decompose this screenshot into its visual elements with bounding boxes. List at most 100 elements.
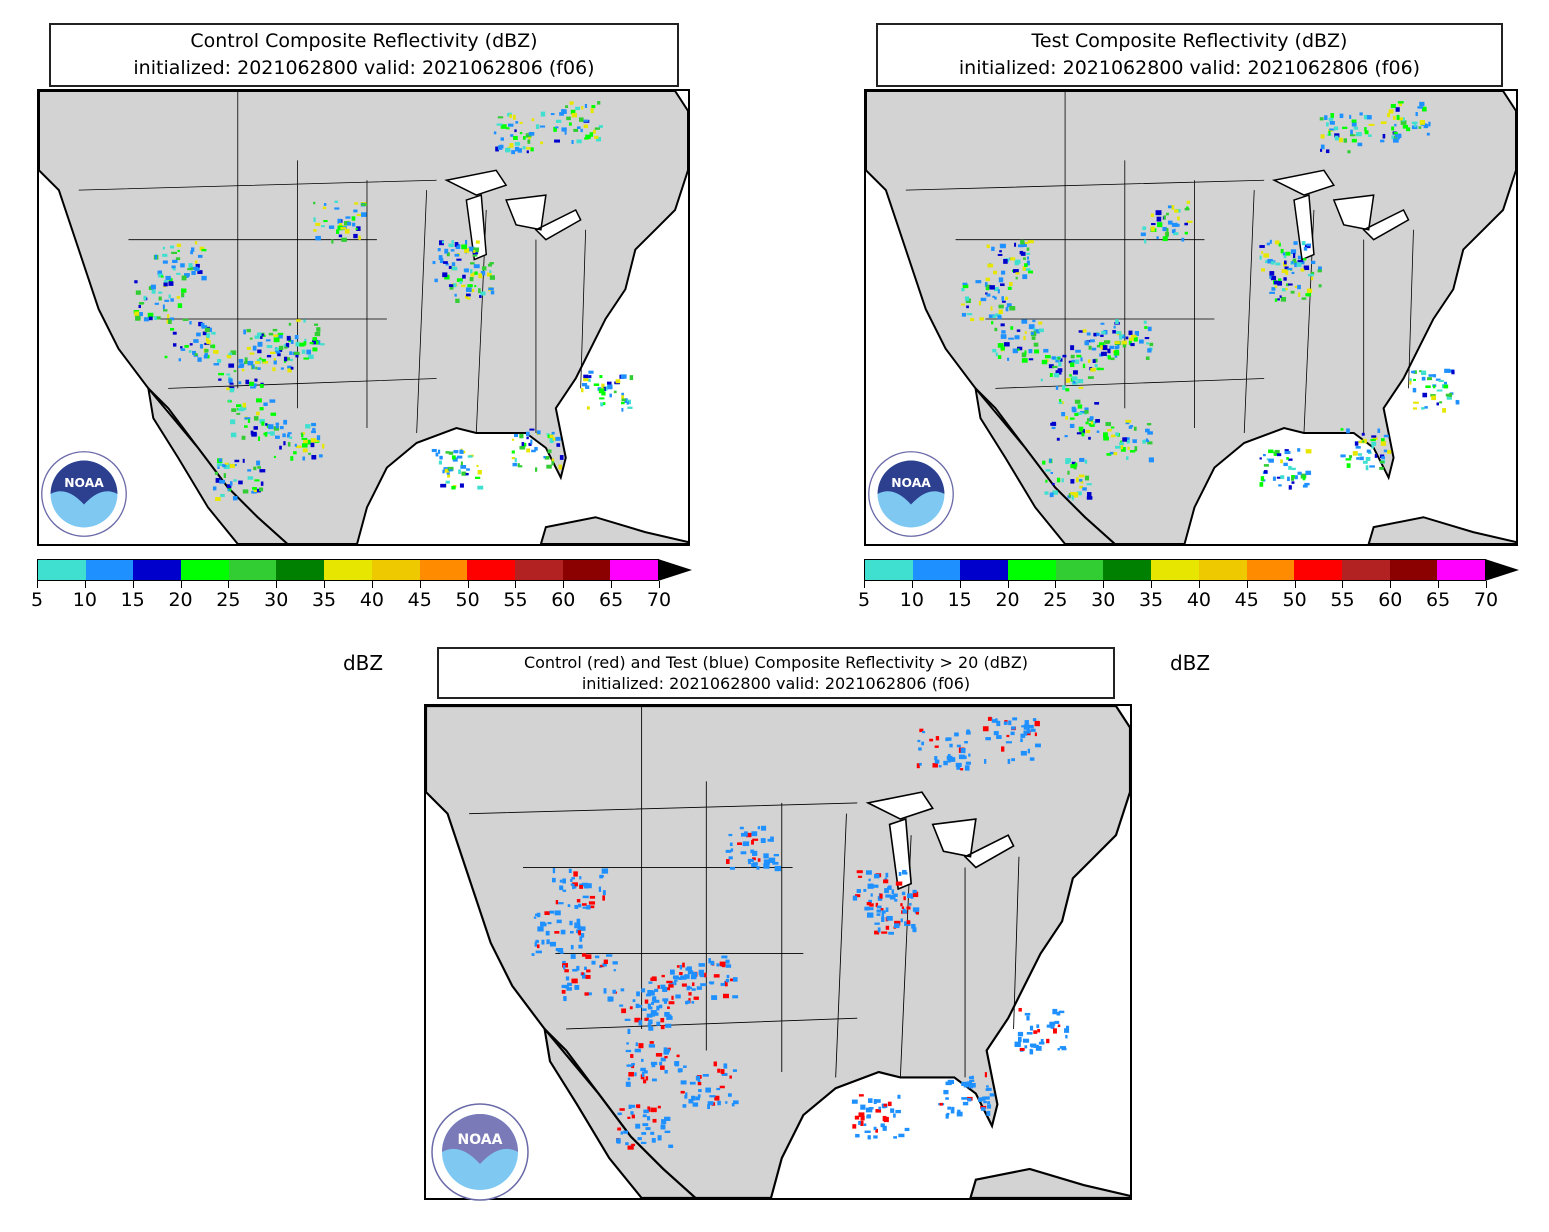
echo-pixel: [311, 430, 316, 434]
colorbar-tick: [563, 581, 565, 588]
echo-pixel: [1027, 748, 1031, 754]
echo-pixel: [929, 738, 934, 742]
echo-pixel: [1011, 726, 1016, 730]
echo-pixel: [135, 315, 141, 321]
great-lakes: [1271, 169, 1410, 261]
echo-pixel: [1171, 222, 1178, 227]
echo-pixel: [1267, 258, 1273, 264]
echo-pixel: [562, 960, 566, 964]
echo-pixel: [856, 889, 861, 893]
echo-pixel: [1269, 274, 1272, 279]
echo-pixel: [578, 944, 583, 949]
colorbar-segment-15: [960, 560, 1009, 580]
echo-pixel: [956, 765, 961, 770]
echo-pixel: [626, 1064, 633, 1067]
echo-pixel: [1085, 475, 1090, 481]
echo-pixel: [720, 1069, 725, 1075]
echo-pixel: [569, 101, 574, 104]
echo-pixel: [902, 910, 907, 914]
echo-pixel: [229, 382, 234, 385]
echo-pixel: [599, 875, 604, 878]
noaa-logo-text: NOAA: [64, 476, 104, 490]
echo-pixel: [1006, 303, 1012, 308]
echo-pixel: [254, 378, 258, 382]
echo-pixel: [1020, 738, 1023, 743]
echo-pixel: [1050, 422, 1057, 426]
echo-pixel: [1024, 1045, 1028, 1049]
echo-pixel: [909, 902, 912, 906]
echo-pixel: [985, 277, 990, 282]
echo-pixel: [1100, 322, 1105, 325]
echo-pixel: [321, 225, 325, 228]
echo-pixel: [594, 955, 600, 959]
echo-pixel: [697, 1081, 702, 1086]
colorbar-tick: [1198, 581, 1200, 588]
echo-pixel: [1036, 1024, 1040, 1029]
echo-pixel: [737, 842, 742, 846]
reflectivity-echoes: [960, 101, 1460, 501]
echo-pixel: [460, 465, 467, 469]
echo-pixel: [1287, 476, 1290, 482]
echo-pixel: [1142, 226, 1147, 231]
echo-pixel: [993, 287, 999, 292]
echo-pixel: [1263, 464, 1269, 467]
echo-pixel: [668, 984, 674, 988]
echo-pixel: [1033, 1030, 1038, 1034]
echo-pixel: [151, 289, 156, 294]
echo-pixel: [655, 1053, 663, 1057]
echo-pixel: [257, 341, 263, 347]
echo-pixel: [295, 445, 302, 449]
echo-pixel: [361, 203, 367, 206]
echo-pixel: [943, 760, 948, 766]
echo-pixel: [280, 367, 284, 370]
echo-pixel: [1348, 455, 1353, 459]
echo-pixel: [743, 831, 748, 837]
echo-pixel: [1139, 339, 1144, 344]
echo-pixel: [997, 253, 1003, 256]
echo-pixel: [1020, 733, 1026, 738]
echo-pixel: [1349, 114, 1352, 119]
echo-pixel: [208, 327, 212, 333]
echo-pixel: [1121, 340, 1127, 345]
echo-pixel: [1091, 421, 1097, 425]
echo-pixel: [1419, 370, 1423, 373]
echo-pixel: [623, 1130, 629, 1134]
echo-pixel: [1391, 126, 1395, 131]
echo-pixel: [645, 1076, 649, 1081]
echo-pixel: [688, 992, 692, 996]
echo-pixel: [284, 356, 288, 362]
echo-pixel: [1290, 249, 1297, 255]
echo-pixel: [241, 368, 245, 372]
echo-pixel: [740, 851, 747, 855]
echo-pixel: [739, 826, 744, 830]
echo-pixel: [660, 1124, 666, 1130]
control-colorbar-label: dBZ: [342, 651, 384, 675]
echo-pixel: [725, 849, 732, 853]
echo-pixel: [305, 424, 311, 429]
echo-pixel: [642, 1008, 647, 1012]
echo-pixel: [664, 1116, 671, 1121]
echo-pixel: [162, 246, 165, 250]
echo-pixel: [1071, 495, 1074, 501]
echo-pixel: [1102, 345, 1108, 351]
echo-pixel: [723, 1063, 728, 1069]
echo-pixel: [897, 1094, 901, 1099]
echo-pixel: [946, 737, 952, 741]
echo-pixel: [314, 323, 319, 326]
echo-pixel: [553, 126, 557, 132]
echo-pixel: [945, 1113, 949, 1119]
difference-title-line1: Control (red) and Test (blue) Composite …: [523, 653, 1029, 672]
echo-pixel: [1035, 1045, 1042, 1051]
echo-pixel: [227, 488, 230, 492]
echo-pixel: [556, 443, 561, 447]
echo-pixel: [461, 284, 466, 288]
echo-pixel: [627, 1116, 631, 1119]
colorbar-tick-label: 50: [1282, 589, 1307, 611]
echo-pixel: [1058, 1010, 1065, 1014]
echo-pixel: [854, 894, 861, 898]
echo-pixel: [1120, 446, 1126, 452]
echo-pixel: [540, 921, 546, 927]
echo-pixel: [570, 878, 573, 882]
echo-pixel: [451, 240, 454, 244]
echo-pixel: [589, 132, 594, 137]
